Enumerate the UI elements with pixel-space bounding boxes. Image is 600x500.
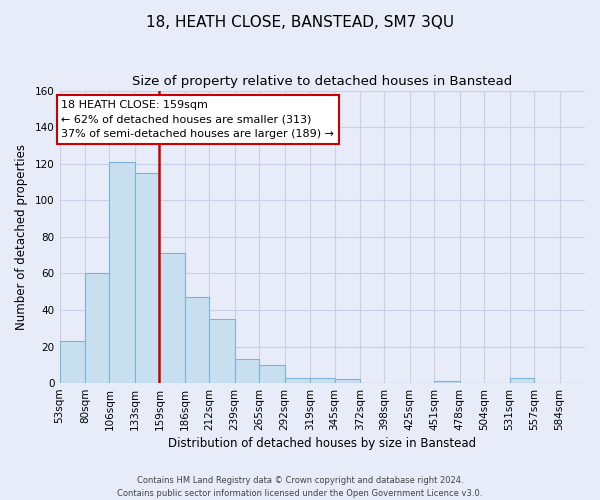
Bar bbox=[434, 381, 460, 383]
Bar bbox=[509, 378, 534, 383]
X-axis label: Distribution of detached houses by size in Banstead: Distribution of detached houses by size … bbox=[168, 437, 476, 450]
Bar bbox=[185, 297, 209, 383]
Bar bbox=[335, 380, 360, 383]
Y-axis label: Number of detached properties: Number of detached properties bbox=[15, 144, 28, 330]
Bar bbox=[209, 319, 235, 383]
Bar bbox=[259, 365, 284, 383]
Bar bbox=[310, 378, 335, 383]
Bar bbox=[160, 254, 185, 383]
Bar bbox=[135, 173, 160, 383]
Bar bbox=[109, 162, 135, 383]
Bar bbox=[59, 341, 85, 383]
Text: Contains HM Land Registry data © Crown copyright and database right 2024.
Contai: Contains HM Land Registry data © Crown c… bbox=[118, 476, 482, 498]
Title: Size of property relative to detached houses in Banstead: Size of property relative to detached ho… bbox=[132, 75, 512, 88]
Bar bbox=[85, 274, 109, 383]
Bar bbox=[235, 360, 259, 383]
Text: 18, HEATH CLOSE, BANSTEAD, SM7 3QU: 18, HEATH CLOSE, BANSTEAD, SM7 3QU bbox=[146, 15, 454, 30]
Text: 18 HEATH CLOSE: 159sqm
← 62% of detached houses are smaller (313)
37% of semi-de: 18 HEATH CLOSE: 159sqm ← 62% of detached… bbox=[61, 100, 334, 140]
Bar bbox=[284, 378, 310, 383]
